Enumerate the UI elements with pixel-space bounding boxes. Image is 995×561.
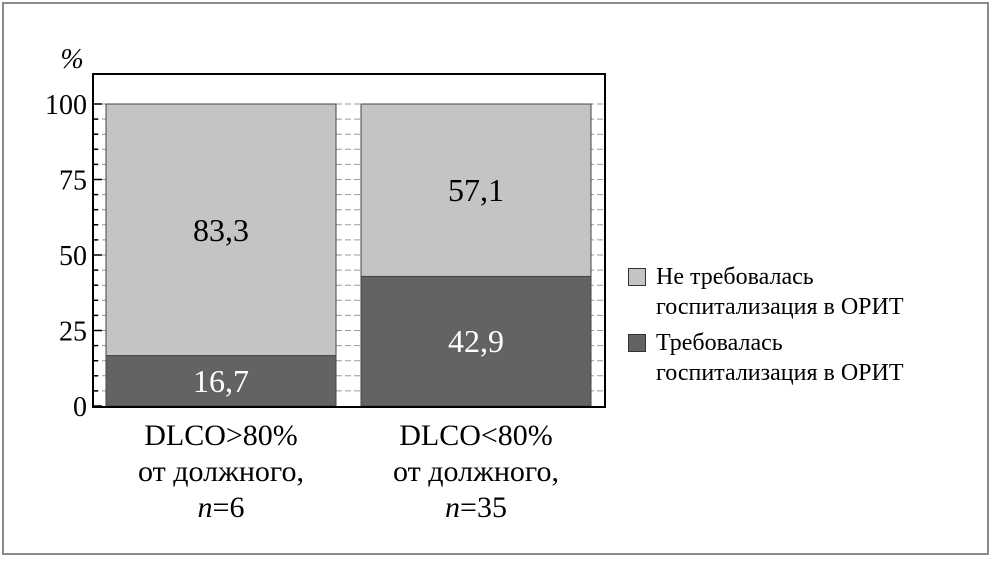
legend-item-required: Требовалась госпитализация в ОРИТ [628,328,988,388]
n-value: =6 [212,491,245,524]
n-symbol: n [197,491,213,524]
n-value: =35 [460,491,507,524]
bar-segment [360,275,592,407]
legend-label-line2: госпитализация в ОРИТ [656,360,904,386]
data-label: 83,3 [193,212,249,248]
category-label-dlco-above-80: DLCO>80% от должного, n=6 [91,418,351,526]
bar-segment [105,355,337,407]
category-label-line2: от должного, [393,455,559,488]
bar-segment [360,103,592,277]
legend-item-not-required: Не требовалась госпитализация в ОРИТ [628,262,988,322]
y-tick-label: 100 [45,90,87,121]
legend-swatch-dark [628,334,646,352]
y-tick-label: 50 [59,241,87,272]
category-label-n: n=6 [91,490,351,526]
y-tick-label: 0 [73,392,87,423]
data-label: 57,1 [448,172,504,208]
data-label: 16,7 [193,363,249,399]
legend-label-line1: Не требовалась [656,264,814,290]
y-tick-label: 75 [59,166,87,197]
data-label: 42,9 [448,323,504,359]
legend: Не требовалась госпитализация в ОРИТ Тре… [628,262,988,394]
category-label-line2: от должного, [138,455,304,488]
category-label-dlco-below-80: DLCO<80% от должного, n=35 [346,418,606,526]
legend-label-line1: Требовалась [656,330,783,356]
category-label-n: n=35 [346,490,606,526]
legend-label-line2: госпитализация в ОРИТ [656,294,904,320]
bar-segment [105,103,337,357]
y-tick-label: 25 [59,317,87,348]
n-symbol: n [445,491,461,524]
y-axis-unit-label: % [60,44,83,75]
category-label-line1: DLCO<80% [399,419,553,452]
category-label-line1: DLCO>80% [144,419,298,452]
legend-swatch-light [628,268,646,286]
